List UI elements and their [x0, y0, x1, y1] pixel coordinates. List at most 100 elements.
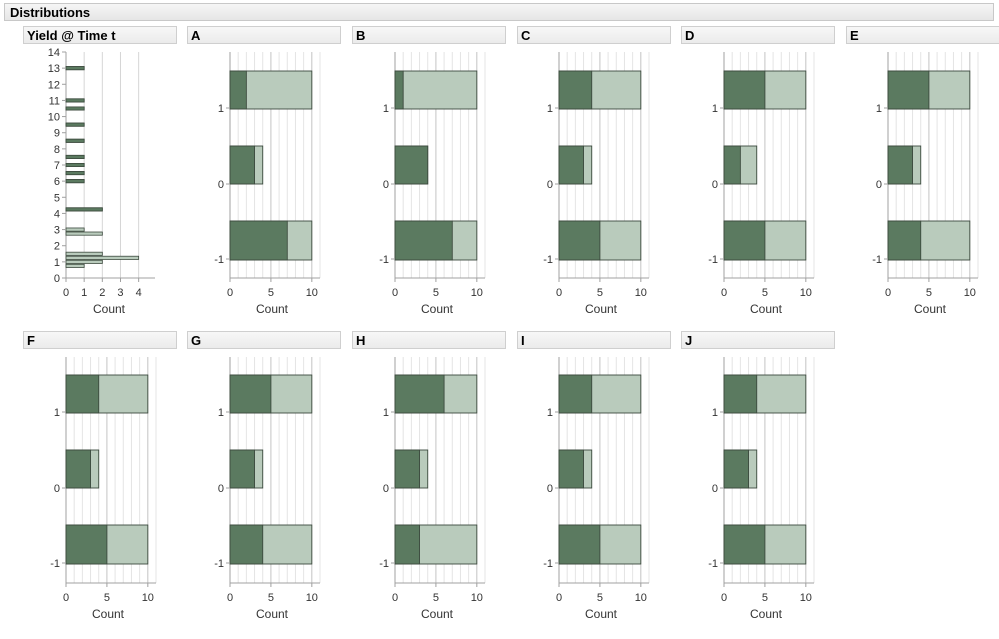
yield-bar	[65, 263, 85, 268]
x-tick-label: 5	[597, 592, 603, 604]
x-tick-label: 0	[63, 287, 69, 299]
yield-bar-highlight	[65, 179, 85, 184]
panel-title: D	[685, 28, 695, 43]
yield-bar-highlight	[65, 154, 85, 159]
yield-bar-highlight	[65, 66, 85, 71]
yield-bar-highlight	[65, 171, 85, 176]
bar-highlight-1	[723, 70, 766, 110]
panel-header-J[interactable]: J	[681, 331, 835, 349]
y-tick-label: 0	[54, 273, 60, 285]
yield-bar-highlight	[65, 106, 85, 111]
x-tick-label: 3	[117, 287, 123, 299]
panel-header-H[interactable]: H	[352, 331, 506, 349]
x-tick-label: 4	[136, 287, 142, 299]
panel-title: C	[521, 28, 531, 43]
y-tick-label: 6	[54, 176, 60, 188]
yield-bar-highlight	[65, 122, 85, 127]
panel-header-yield[interactable]: Yield @ Time t	[23, 26, 177, 44]
panel-header-C[interactable]: C	[517, 26, 671, 44]
y-tick-label: 0	[547, 179, 553, 191]
y-tick-label: -1	[872, 254, 882, 266]
panel-title: F	[27, 333, 35, 348]
y-tick-label: 12	[48, 79, 60, 91]
y-tick-label: 10	[48, 112, 60, 124]
panel-title: G	[191, 333, 202, 348]
x-tick-label: 0	[885, 287, 891, 299]
x-tick-label: 0	[556, 592, 562, 604]
panel-header-F[interactable]: F	[23, 331, 177, 349]
panel-header-I[interactable]: I	[517, 331, 671, 349]
x-tick-label: 5	[762, 592, 768, 604]
bar-highlight-0	[65, 449, 91, 489]
x-axis-label: Count	[585, 302, 618, 316]
x-tick-label: 0	[392, 287, 398, 299]
x-tick-label: 1	[81, 287, 87, 299]
x-tick-label: 10	[306, 592, 318, 604]
x-tick-label: 5	[597, 287, 603, 299]
bar-highlight-0	[558, 145, 584, 185]
x-tick-label: 0	[721, 287, 727, 299]
x-tick-label: 0	[227, 287, 233, 299]
bar-highlight--1	[229, 524, 264, 565]
y-tick-label: 1	[547, 103, 553, 115]
panel-header-D[interactable]: D	[681, 26, 835, 44]
bar-highlight--1	[394, 524, 420, 565]
yield-bar-highlight	[65, 98, 85, 103]
x-tick-label: 10	[471, 592, 483, 604]
x-tick-label: 10	[635, 287, 647, 299]
y-tick-label: 1	[712, 103, 718, 115]
panel-header-B[interactable]: B	[352, 26, 506, 44]
x-axis-label: Count	[92, 607, 125, 621]
x-tick-label: 0	[721, 592, 727, 604]
y-tick-label: 2	[54, 241, 60, 253]
bar-highlight-1	[229, 374, 272, 414]
yield-bar	[65, 259, 103, 264]
panel-header-G[interactable]: G	[187, 331, 341, 349]
yield-bar-highlight	[65, 163, 85, 168]
panel-title: E	[850, 28, 859, 43]
bar-highlight-0	[394, 449, 420, 489]
bar-1	[394, 70, 478, 110]
y-tick-label: -1	[708, 558, 718, 570]
bar-highlight--1	[394, 220, 453, 261]
y-tick-label: 14	[48, 47, 60, 59]
x-axis-label: Count	[750, 302, 783, 316]
y-tick-label: 1	[54, 257, 60, 269]
y-tick-label: 4	[54, 208, 60, 220]
y-tick-label: -1	[50, 558, 60, 570]
yield-bar-highlight	[65, 138, 85, 143]
x-tick-label: 5	[433, 592, 439, 604]
panel-title: J	[685, 333, 693, 348]
bar-highlight--1	[558, 220, 601, 261]
x-tick-label: 10	[306, 287, 318, 299]
bar-highlight-1	[887, 70, 930, 110]
y-tick-label: 0	[712, 483, 718, 495]
bar-highlight-0	[394, 145, 429, 185]
bar-highlight--1	[558, 524, 601, 565]
bar-highlight-1	[394, 70, 404, 110]
y-tick-label: 1	[383, 103, 389, 115]
x-axis-label: Count	[256, 302, 289, 316]
y-tick-label: -1	[543, 558, 553, 570]
bar-highlight-1	[65, 374, 100, 414]
panel-header-E[interactable]: E	[846, 26, 999, 44]
distributions-header[interactable]: Distributions	[4, 3, 994, 21]
x-tick-label: 5	[268, 592, 274, 604]
y-tick-label: -1	[708, 254, 718, 266]
x-tick-label: 0	[392, 592, 398, 604]
y-tick-label: 1	[218, 103, 224, 115]
bar-highlight-1	[558, 70, 593, 110]
panel-header-A[interactable]: A	[187, 26, 341, 44]
x-tick-label: 5	[433, 287, 439, 299]
yield-bar	[65, 227, 85, 232]
y-tick-label: 1	[383, 407, 389, 419]
x-tick-label: 0	[227, 592, 233, 604]
y-tick-label: -1	[379, 558, 389, 570]
